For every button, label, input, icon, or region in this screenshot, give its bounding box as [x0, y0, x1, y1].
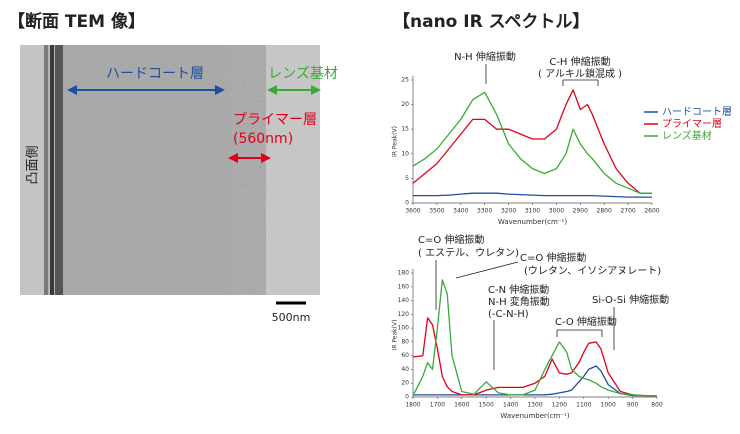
y-tick-label: 0	[405, 200, 409, 207]
annotation: ( アルキル鎖混成 )	[538, 67, 622, 80]
spectrum-line	[413, 365, 657, 397]
x-tick-label: 1500	[479, 402, 494, 409]
annotation: (ウレタン、イソシアヌレート)	[524, 265, 661, 277]
x-tick-label: 1700	[430, 402, 445, 409]
x-tick-label: 2800	[597, 208, 612, 215]
legend-label: ハードコート層	[662, 106, 732, 118]
spectrum-line	[412, 91, 652, 194]
y-tick-label: 180	[398, 270, 410, 277]
x-tick-label: 1800	[405, 402, 420, 409]
x-tick-label: 2700	[620, 208, 635, 215]
x-tick-label: 2600	[644, 208, 659, 215]
annotation: Si-O-Si 伸縮振動	[592, 293, 669, 306]
x-tick-label: 3500	[429, 208, 444, 215]
annotation: (-C-N-H)	[488, 309, 529, 320]
spectrum-chart: 0 20 40 60 80 100 120 140 160 180 1800 1700 1600 1500…	[392, 233, 670, 420]
annotation: ( エステル、ウレタン)	[418, 247, 519, 259]
x-axis-title: Wavenumber(cm⁻¹)	[498, 218, 567, 226]
y-tick-label: 20	[401, 101, 409, 108]
spectrum-line	[412, 89, 652, 194]
y-tick-label: 160	[398, 283, 410, 290]
x-tick-label: 3600	[405, 208, 420, 215]
y-axis-title: IR Peak(V)	[392, 126, 399, 157]
annotation: C=O 伸縮振動	[520, 251, 586, 264]
y-tick-label: 25	[401, 77, 409, 84]
y-tick-label: 0	[405, 394, 409, 401]
lens-label: レンズ基材	[268, 65, 338, 82]
y-tick-label: 40	[401, 366, 409, 373]
x-tick-label: 3400	[453, 208, 468, 215]
annotation: C-H 伸縮振動	[549, 55, 610, 68]
y-tick-label: 20	[401, 380, 409, 387]
y-tick-label: 10	[401, 150, 409, 157]
hardcoat-label: ハードコート層	[106, 66, 204, 82]
side-label: 凸面側	[26, 145, 41, 184]
spectrum-chart: 0 5 10 15 20 25 3600 3500 3400 3300 3200 3100 3000 29…	[392, 50, 733, 226]
annotation: N-H 伸縮振動	[454, 50, 516, 63]
annotation: C=O 伸縮振動	[418, 233, 484, 246]
x-tick-label: 1600	[454, 402, 469, 409]
x-tick-label: 800	[651, 402, 663, 409]
x-tick-label: 3200	[501, 208, 516, 215]
tem-title: 【断面 TEM 像】	[8, 11, 145, 32]
x-tick-label: 2900	[573, 208, 588, 215]
x-tick-label: 900	[627, 402, 639, 409]
y-axis-title: IR Peak(V)	[392, 320, 399, 351]
x-tick-label: 1100	[576, 402, 591, 409]
x-axis-title: Wavenumber(cm⁻¹)	[500, 412, 569, 420]
spectrum-line	[412, 279, 657, 397]
x-tick-label: 1300	[527, 402, 542, 409]
spectrum-line	[413, 192, 652, 198]
y-tick-label: 15	[401, 126, 409, 133]
y-tick-label: 5	[405, 175, 409, 182]
scale-label: 500nm	[272, 311, 311, 324]
x-tick-label: 3000	[549, 208, 564, 215]
legend-label: レンズ基材	[662, 129, 712, 142]
x-tick-label: 1200	[552, 402, 567, 409]
x-tick-label: 3300	[477, 208, 492, 215]
primer-thickness: (560nm)	[233, 131, 293, 147]
tem-image	[20, 45, 320, 295]
annotation: C-O 伸縮振動	[555, 315, 617, 328]
annotation-leader	[455, 261, 519, 279]
spectra-title: 【nano IR スペクトル】	[393, 11, 589, 32]
y-tick-label: 140	[398, 297, 410, 304]
x-tick-label: 1000	[601, 402, 616, 409]
annotation: N-H 変角振動	[488, 295, 550, 308]
y-tick-label: 80	[401, 338, 409, 345]
annotation: C-N 伸縮振動	[488, 283, 549, 296]
legend-label: プライマー層	[662, 118, 722, 130]
x-tick-label: 1400	[503, 402, 518, 409]
y-tick-label: 120	[398, 311, 410, 318]
x-tick-label: 3100	[525, 208, 540, 215]
y-tick-label: 60	[401, 352, 409, 359]
y-tick-label: 100	[398, 325, 410, 332]
primer-label: プライマー層	[233, 112, 317, 128]
